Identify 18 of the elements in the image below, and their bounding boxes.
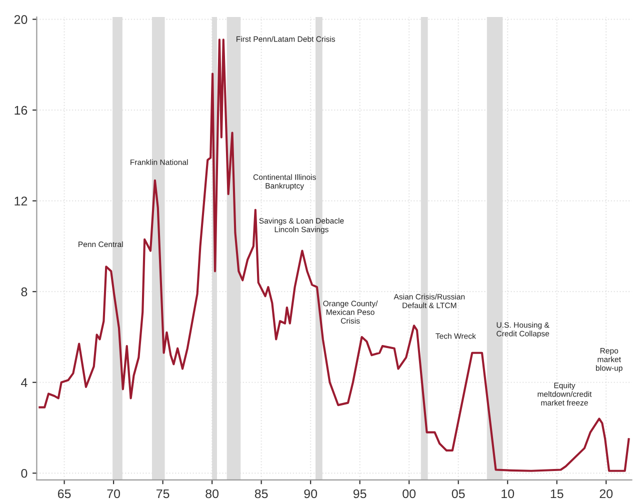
x-tick-label: 00	[402, 489, 416, 498]
x-tick-label: 05	[452, 489, 465, 498]
y-tick-label: 8	[21, 287, 28, 296]
x-tick-label: 65	[58, 489, 71, 498]
y-tick-label: 12	[14, 196, 28, 206]
y-tick-label: 4	[21, 378, 28, 387]
y-tick-label: 0	[21, 468, 28, 478]
x-tick-label: 95	[353, 489, 366, 498]
x-tick-label: 15	[550, 489, 564, 498]
x-tick-label: 90	[304, 489, 318, 498]
x-tick-label: 10	[502, 489, 514, 498]
x-tick-label: 80	[206, 489, 219, 498]
x-tick-label: 20	[600, 489, 613, 498]
x-tick-label: 85	[254, 489, 268, 498]
x-tick-label: 75	[156, 489, 170, 498]
x-tick-label: 70	[107, 489, 120, 498]
y-tick-label: 16	[14, 106, 28, 115]
y-tick-label: 20	[14, 15, 28, 24]
